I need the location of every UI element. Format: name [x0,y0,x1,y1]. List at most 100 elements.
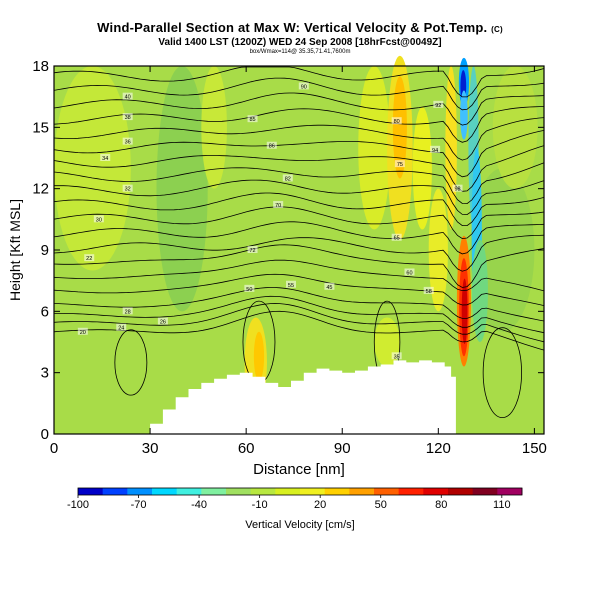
isentrope-line [53,273,545,306]
svg-text:28: 28 [125,309,131,315]
svg-text:70: 70 [275,203,281,209]
isentrope-line [53,287,545,322]
svg-text:86: 86 [269,144,275,150]
isentrope-label: 28 [122,307,133,315]
svg-text:40: 40 [125,95,131,101]
isentrope-closed [114,329,148,396]
isentrope-label: 40 [122,92,133,101]
isentrope-line [53,66,545,98]
isentrope-label: 85 [247,115,258,123]
isentrope-label: 22 [84,254,95,262]
colorbar-segment [176,488,202,495]
svg-text:58: 58 [426,289,432,295]
colorbar-segment [324,488,350,495]
isentrope-label: 32 [122,184,133,193]
isentrope-line [53,244,545,288]
colorbar-label: Vertical Velocity [cm/s] [245,519,354,531]
isentrope-line [53,77,545,111]
chart-title-mark: (C) [491,25,503,34]
svg-text:92: 92 [435,103,441,109]
x-tick-label: 0 [50,440,58,457]
field-region [428,188,448,312]
y-tick-label: 18 [32,58,49,75]
colorbar-segment [374,488,400,495]
colorbar-tick-label: -70 [131,499,147,511]
field-region [460,90,468,140]
colorbar-segment [497,488,523,495]
isentrope-label: 70 [273,201,284,209]
isentrope-line [53,106,545,143]
colorbar-segment [250,488,276,495]
colorbar-segment [226,488,252,495]
svg-text:38: 38 [125,115,131,121]
colorbar: -100 -70 -40 -10 20 50 80 110 Vertical Velocity … [67,487,523,531]
svg-text:82: 82 [285,176,291,182]
isentrope-label: 75 [394,160,405,168]
isentrope-label: 55 [285,280,296,289]
chart-info-line: box/Wmax=114@ 35.35,71.41,7600m [249,49,351,55]
colorbar-segment [472,488,498,495]
svg-text:98: 98 [454,187,460,193]
isentrope-line [53,303,545,343]
y-tick-label: 12 [32,181,49,198]
x-tick-label: 120 [426,440,451,457]
isentrope-label: 92 [433,100,444,109]
isentrope-label: 24 [116,323,127,332]
y-tick-label: 15 [32,119,49,136]
colorbar-segment [300,488,326,495]
colorbar-segment [423,488,449,495]
y-tick-label: 6 [41,303,49,320]
colorbar-border [77,487,523,496]
colorbar-tick-label: 20 [314,499,326,511]
isentrope-label: 20 [77,327,88,336]
terrain-mask [137,360,456,434]
isentrope-label: 86 [266,141,277,150]
colorbar-tick-label: 110 [493,499,511,511]
isentrope-label: 80 [391,117,402,125]
isentrope-label: 82 [282,174,293,182]
isentrope-label: 65 [391,233,402,242]
isentrope-label: 60 [404,268,415,276]
isentrope-label: 36 [122,137,133,146]
colorbar-segment [201,488,227,495]
isentrope-line [53,117,545,161]
isentrope-label: 58 [423,286,434,295]
field-region [54,66,131,271]
isentrope-line [53,221,545,255]
chart-title: Wind-Parallel Section at Max W: Vertical… [0,20,600,35]
isentrope-closed [482,327,522,419]
colorbar-segment [275,488,301,495]
colorbar-tick-label: -100 [67,499,89,511]
colorbar-tick-label: -10 [252,499,268,511]
x-tick-label: 60 [238,440,255,457]
colorbar-segment [349,488,375,495]
isentrope-line [53,179,545,216]
isentrope-label: 30 [93,215,104,223]
x-axis-label: Distance [nm] [253,461,345,478]
svg-text:72: 72 [249,248,255,254]
isentrope-label: 72 [247,246,258,254]
svg-text:20: 20 [80,330,86,336]
y-axis-label: Height [Kft MSL] [7,199,23,301]
isentrope-label: 35 [391,352,402,360]
isentrope-label: 45 [324,282,335,291]
chart-subtitle: Valid 1400 LST (1200Z) WED 24 Sep 2008 [… [158,37,442,48]
colorbar-tick-label: 50 [375,499,387,511]
isentrope-line [53,192,545,226]
svg-text:26: 26 [160,320,166,326]
isentrope-labels: 20 22 24 26 28 30 32 34 36 38 40 45 50 55 58 60 65 70 72 75… [77,82,463,360]
colorbar-segment [152,488,178,495]
svg-text:80: 80 [394,119,400,125]
colorbar-tick-label: -40 [191,499,207,511]
isentrope-label: 90 [298,82,309,90]
isentrope-line [53,259,545,292]
svg-text:75: 75 [397,162,403,168]
x-tick-label: 30 [142,440,159,457]
isentrope-line [53,130,545,178]
isentrope-line [53,234,545,272]
svg-text:34: 34 [102,156,108,162]
x-tick-label: 150 [522,440,547,457]
isentrope-line [53,162,545,205]
isentrope-label: 26 [157,317,168,326]
